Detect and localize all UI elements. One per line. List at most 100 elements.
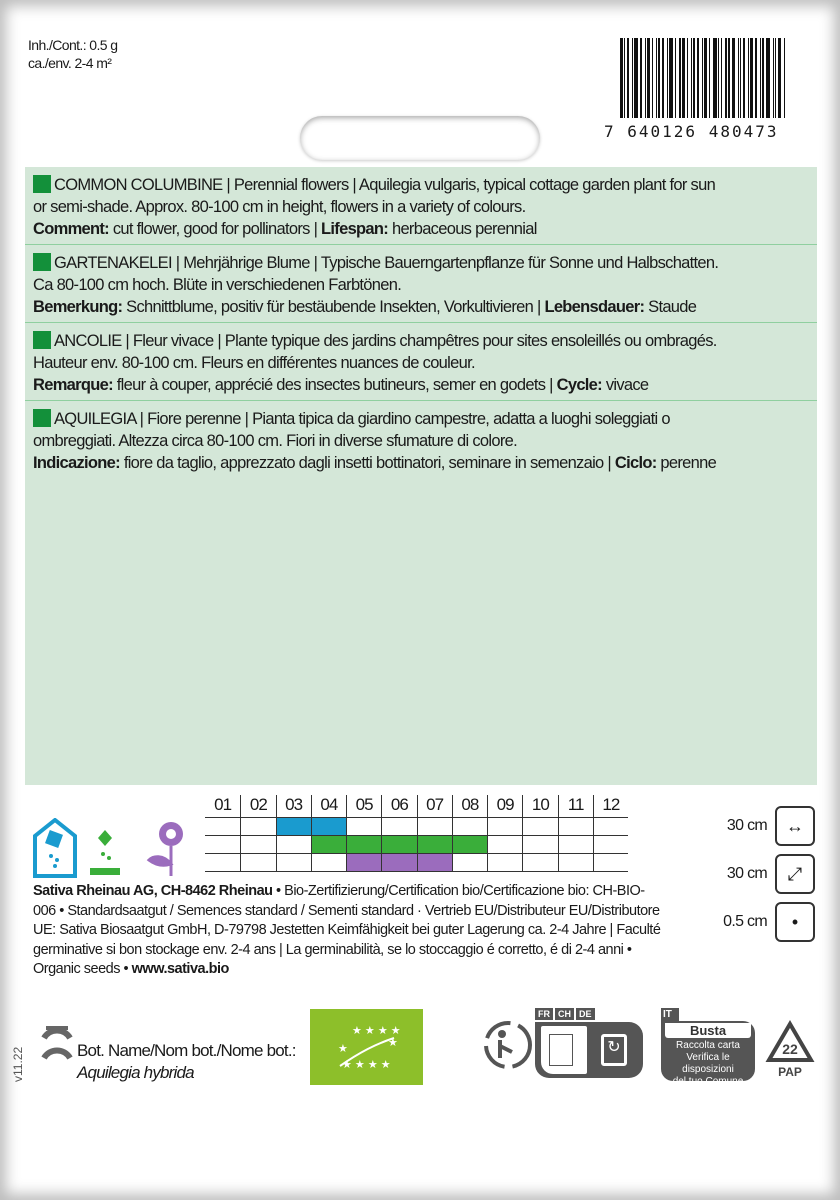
text-line: ANCOLIE | Fleur vivace | Plante typique … (33, 330, 817, 352)
month-label: 11 (557, 795, 593, 817)
text-line: Indicazione: fiore da taglio, apprezzato… (33, 452, 817, 474)
text-segment: COMMON COLUMBINE | Perennial flowers | A… (54, 176, 716, 194)
description-section: GARTENAKELEI | Mehrjährige Blume | Typis… (25, 245, 817, 323)
calendar-cell (487, 854, 522, 871)
it-label: IT (661, 1008, 679, 1021)
text-segment: GARTENAKELEI | Mehrjährige Blume | Typis… (54, 254, 719, 272)
spacing-value: 30 cm (726, 865, 768, 882)
it-title: Busta (665, 1023, 751, 1038)
calendar-cell (205, 818, 240, 835)
spacing-info: 30 cm ↔ 30 cm ⤢ 0.5 cm • (715, 802, 815, 946)
text-line: ombreggiati. Altezza circa 80-100 cm. Fi… (33, 430, 817, 452)
calendar-cell (310, 818, 346, 835)
text-segment: Ca 80-100 cm hoch. Blüte in verschiedene… (33, 276, 402, 294)
field-label: Lebensdauer: (544, 298, 649, 316)
barcode-bar (647, 38, 650, 118)
calendar-cell (381, 836, 417, 853)
paper-bag-icon (541, 1026, 587, 1074)
text-line: COMMON COLUMBINE | Perennial flowers | A… (33, 174, 817, 196)
eu-organic-logo-icon: ★ ★ ★ ★ ★ ★ ★ ★ ★ ★ (310, 1009, 423, 1085)
field-label: Remarque: (33, 376, 117, 394)
it-instruction: Raccolta carta (676, 1040, 740, 1051)
barcode-bar (682, 38, 685, 118)
calendar-cell (451, 854, 487, 871)
green-square-icon (33, 253, 51, 271)
field-label: Ciclo: (614, 454, 661, 472)
recycling-material: PAP (778, 1065, 802, 1079)
text-line: Comment: cut flower, good for pollinator… (33, 218, 817, 240)
botanical-name: Bot. Name/Nom bot./Nome bot.: Aquilegia … (77, 1040, 296, 1084)
svg-text:★: ★ (388, 1037, 398, 1049)
calendar-cell (240, 818, 275, 835)
calendar-cell (451, 836, 487, 853)
it-instruction: del tuo Comune (672, 1076, 744, 1087)
calendar-cell (275, 854, 311, 871)
month-label: 06 (381, 795, 416, 817)
calendar-cell (557, 818, 593, 835)
calendar-cell (346, 854, 382, 871)
calendar-row (205, 836, 628, 854)
calendar-cell (346, 836, 382, 853)
ean-number: 7 640126 480473 (604, 122, 779, 141)
calendar-cell (592, 818, 628, 835)
barcode-bar (728, 38, 730, 118)
it-instruction: Verifica le disposizioni (682, 1052, 734, 1075)
calendar-cell (240, 836, 275, 853)
calendar-cell (205, 854, 240, 871)
text-line: Hauteur env. 80-100 cm. Fleurs en différ… (33, 352, 817, 374)
description-section: ANCOLIE | Fleur vivace | Plante typique … (25, 323, 817, 401)
barcode-bar (732, 38, 735, 118)
text-segment: fleur à couper, apprécié des insectes bu… (116, 376, 557, 394)
calendar-cell (381, 818, 416, 835)
barcode-bar (784, 38, 785, 118)
field-label: Cycle: (556, 376, 606, 394)
barcode-bar (750, 38, 753, 118)
text-line: AQUILEGIA | Fiore perenne | Pianta tipic… (33, 408, 817, 430)
calendar-cell (592, 854, 628, 871)
barcode-bar (620, 38, 623, 118)
spacing-item: 0.5 cm • (715, 898, 815, 946)
barcode-bar (627, 38, 629, 118)
calendar-cell (522, 818, 557, 835)
barcode-bar (740, 38, 741, 118)
spacing-value: 0.5 cm (723, 913, 768, 930)
hang-hole (300, 116, 540, 160)
month-label: 02 (240, 795, 275, 817)
ce-mark-icon (40, 1008, 74, 1089)
website-link[interactable]: www.sativa.bio (131, 961, 230, 977)
sowing-depth-icon: • (775, 902, 815, 942)
sowing-calendar: 01 02 03 04 05 06 07 08 09 10 11 12 (205, 795, 628, 873)
barcode-bar (743, 38, 745, 118)
text-segment: ANCOLIE | Fleur vivace | Plante typique … (54, 332, 717, 350)
text-segment: herbaceous perennial (391, 220, 537, 238)
text-segment: perenne (660, 454, 717, 472)
field-label: Comment: (33, 220, 113, 238)
content-info: Inh./Cont.: 0.5 g ca./env. 2-4 m² (28, 36, 118, 72)
barcode-bar (691, 38, 692, 118)
calendar-cell (381, 854, 417, 871)
calendar-cell (310, 836, 346, 853)
svg-text:★ ★ ★ ★: ★ ★ ★ ★ (342, 1059, 391, 1071)
text-line: GARTENAKELEI | Mehrjährige Blume | Typis… (33, 252, 817, 274)
calendar-cell (275, 836, 311, 853)
triman-recycling-icon (478, 1010, 538, 1085)
calendar-cell (205, 836, 240, 853)
svg-text:★: ★ (338, 1043, 348, 1055)
barcode-bar (675, 38, 676, 118)
barcode-bar (662, 38, 664, 118)
recycling-code: 22 (782, 1041, 798, 1057)
barcode-bar (634, 38, 638, 118)
description-section: AQUILEGIA | Fiore perenne | Pianta tipic… (25, 401, 817, 478)
field-label: Indicazione: (33, 454, 124, 472)
text-line: Bemerkung: Schnittblume, positiv für bes… (33, 296, 817, 318)
month-label: 04 (310, 795, 346, 817)
barcode-bar (687, 38, 688, 118)
barcode-bar (713, 38, 717, 118)
month-label: 12 (592, 795, 628, 817)
description-section: COMMON COLUMBINE | Perennial flowers | A… (25, 167, 817, 245)
description-panel: COMMON COLUMBINE | Perennial flowers | A… (25, 167, 817, 785)
coverage-area: ca./env. 2-4 m² (28, 55, 112, 71)
barcode-bar (697, 38, 699, 118)
barcode-bar (775, 38, 776, 118)
calendar-row (205, 818, 628, 836)
